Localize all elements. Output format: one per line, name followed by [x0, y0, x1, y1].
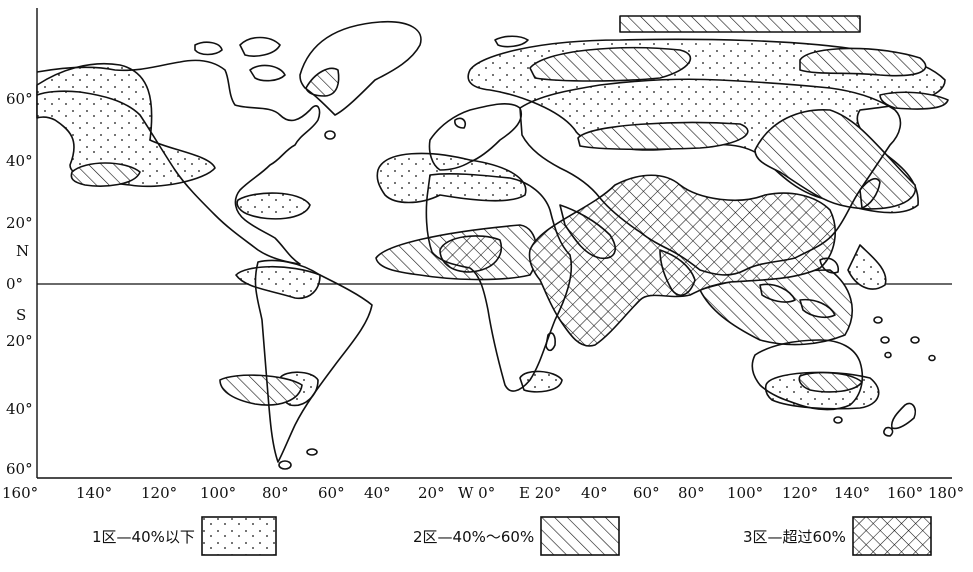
zone-1-gulf: [236, 192, 311, 220]
lat-label: N: [16, 242, 29, 260]
lon-label: 140°: [76, 484, 112, 502]
lon-label: 120°: [141, 484, 177, 502]
lon-label: E 20°: [519, 484, 561, 502]
lon-label: 180°: [928, 484, 964, 502]
legend-item-zone-1: 1区—40%以下: [92, 516, 277, 556]
lon-label: W 0°: [458, 484, 495, 502]
lat-label: 0°: [6, 275, 23, 293]
legend-label-zone-3: 3区—超过60%: [743, 527, 846, 546]
legend-item-zone-3: 3区—超过60%: [743, 516, 932, 556]
zone-2-siberia: [799, 47, 927, 77]
dots-pattern-swatch: [201, 516, 277, 556]
zone-2-australia: [798, 371, 863, 393]
longitude-labels: 160° 140° 120° 100° 80° 60° 40° 20° W 0°…: [2, 484, 964, 502]
lon-label: 40°: [364, 484, 391, 502]
lat-label: 60°: [6, 460, 33, 478]
lat-label: 60°: [6, 90, 33, 108]
coastlines: [36, 20, 936, 470]
lon-label: 160°: [887, 484, 923, 502]
zone-1-mediterranean: [376, 152, 527, 204]
zone-2-arctic-top: [619, 15, 861, 33]
latitude-labels: 60° 40° 20° N 0° S 20° 40° 60°: [6, 90, 33, 478]
zone-3-areas: [439, 174, 836, 347]
lon-label: 80°: [678, 484, 705, 502]
zone-2-south-america: [219, 374, 303, 406]
lon-label: 120°: [782, 484, 818, 502]
hatch-pattern-swatch: [540, 516, 621, 556]
zone-1-north-america-west: [36, 62, 216, 188]
legend-label-zone-1: 1区—40%以下: [92, 527, 195, 546]
lon-label: 100°: [727, 484, 763, 502]
lat-label: 20°: [6, 214, 33, 232]
zone-2-south-asia: [754, 109, 917, 210]
zone-3-west-africa: [439, 235, 502, 273]
lon-label: 60°: [633, 484, 660, 502]
zone-2-central-asia: [577, 121, 749, 151]
lat-label: 40°: [6, 400, 33, 418]
zone-2-north-america: [70, 162, 141, 187]
zone-1-south-africa: [519, 370, 563, 393]
zone-3-central: [528, 174, 836, 347]
zone-2-areas: [70, 15, 949, 406]
lat-label: 40°: [6, 152, 33, 170]
lon-label: 160°: [2, 484, 38, 502]
map-legend: 1区—40%以下 2区—40%～60% 3区—超过60%: [0, 510, 973, 570]
lon-label: 60°: [318, 484, 345, 502]
legend-label-zone-2: 2区—40%～60%: [413, 527, 535, 546]
legend-item-zone-2: 2区—40%～60%: [413, 516, 621, 556]
zone-1-east-asia: [847, 244, 887, 290]
zone-2-north-eurasia: [529, 46, 692, 82]
lon-label: 140°: [834, 484, 870, 502]
crosshatch-pattern-swatch: [852, 516, 932, 556]
lon-label: 40°: [581, 484, 608, 502]
lat-label: S: [16, 306, 26, 324]
zone-1-equator-america: [235, 265, 321, 300]
lon-label: 100°: [200, 484, 236, 502]
lon-label: 20°: [418, 484, 445, 502]
zone-2-kamchatka: [879, 91, 949, 110]
lat-label: 20°: [6, 332, 33, 350]
lon-label: 80°: [262, 484, 289, 502]
